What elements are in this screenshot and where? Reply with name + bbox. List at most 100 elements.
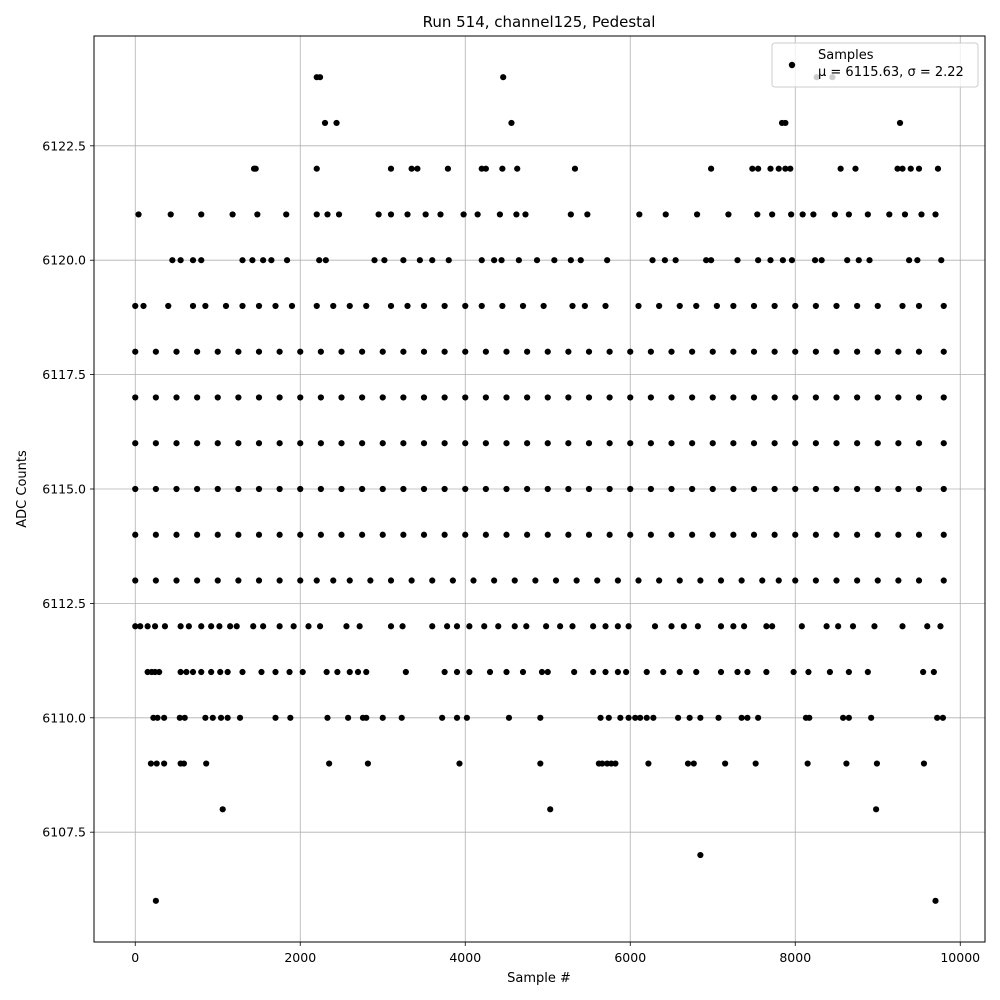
data-point: [233, 623, 240, 630]
x-axis-label: Sample #: [507, 971, 571, 986]
data-point: [734, 257, 741, 264]
data-point: [874, 440, 881, 447]
data-point: [441, 668, 448, 676]
data-point: [356, 623, 363, 630]
data-point: [439, 714, 446, 721]
data-point: [771, 531, 778, 538]
data-point: [940, 577, 947, 584]
data-point: [379, 348, 386, 355]
data-point: [763, 668, 770, 676]
data-point: [202, 714, 209, 721]
data-point: [750, 302, 758, 310]
data-point: [647, 348, 654, 355]
data-point: [627, 531, 634, 538]
data-point: [152, 485, 159, 493]
data-point: [326, 760, 333, 767]
data-point: [914, 257, 921, 264]
data-point: [643, 668, 650, 676]
data-point: [690, 760, 697, 767]
data-point: [482, 394, 489, 401]
data-point: [441, 485, 448, 493]
y-tick-label: 6110.0: [42, 710, 86, 725]
data-point: [672, 257, 679, 264]
data-point: [364, 760, 371, 767]
data-point: [132, 440, 139, 447]
data-point: [317, 531, 324, 538]
data-point: [203, 760, 210, 767]
data-point: [173, 531, 180, 538]
data-point: [602, 302, 609, 310]
data-point: [874, 577, 881, 584]
data-point: [540, 302, 547, 310]
data-point: [755, 714, 762, 721]
data-point: [636, 211, 643, 218]
data-point: [400, 485, 407, 493]
data-point: [565, 394, 572, 401]
data-point: [462, 531, 469, 538]
data-point: [734, 668, 741, 676]
data-point: [276, 394, 283, 401]
data-point: [367, 577, 374, 584]
data-point: [400, 394, 407, 401]
data-point: [647, 440, 654, 447]
data-point: [915, 485, 923, 493]
data-point: [697, 577, 704, 584]
data-point: [689, 394, 696, 401]
data-point: [235, 485, 242, 493]
data-point: [750, 531, 758, 538]
data-point: [833, 577, 840, 584]
data-point: [152, 440, 159, 447]
data-point: [886, 211, 893, 218]
data-point: [730, 348, 737, 355]
x-tick-label: 6000: [614, 950, 646, 965]
data-point: [790, 668, 797, 676]
data-point: [498, 257, 505, 264]
data-point: [703, 257, 710, 264]
data-point: [738, 714, 745, 721]
data-point: [482, 531, 489, 538]
data-point: [771, 485, 778, 493]
data-point: [334, 668, 341, 676]
data-point: [895, 394, 902, 401]
data-point: [519, 668, 527, 676]
data-point: [782, 119, 789, 127]
data-point: [399, 623, 406, 630]
data-point: [645, 760, 652, 767]
data-point: [627, 485, 634, 493]
data-point: [771, 348, 778, 355]
data-point: [272, 302, 279, 310]
data-point: [511, 623, 518, 630]
data-point: [503, 485, 510, 493]
data-point: [198, 257, 205, 264]
data-point: [503, 668, 510, 676]
data-point: [208, 623, 215, 630]
data-point: [255, 531, 263, 538]
data-point: [313, 302, 320, 310]
data-point: [565, 440, 572, 447]
data-point: [496, 211, 503, 218]
data-point: [524, 348, 531, 355]
data-point: [189, 668, 197, 676]
data-point: [154, 714, 161, 721]
data-point: [812, 348, 819, 355]
data-point: [754, 211, 761, 218]
data-point: [462, 485, 469, 493]
data-point: [833, 348, 840, 355]
data-point: [940, 440, 947, 447]
data-point: [173, 485, 180, 493]
data-point: [144, 623, 151, 630]
data-point: [812, 485, 819, 493]
data-point: [346, 577, 353, 584]
legend-stats: μ = 6115.63, σ = 2.22: [818, 65, 964, 80]
data-point: [322, 257, 329, 264]
data-point: [940, 302, 947, 310]
data-point: [812, 302, 819, 310]
data-point: [730, 531, 737, 538]
data-point: [214, 577, 221, 584]
data-point: [606, 394, 613, 401]
data-point: [571, 165, 579, 172]
data-point: [717, 668, 725, 676]
data-point: [317, 348, 324, 355]
data-point: [750, 394, 758, 401]
